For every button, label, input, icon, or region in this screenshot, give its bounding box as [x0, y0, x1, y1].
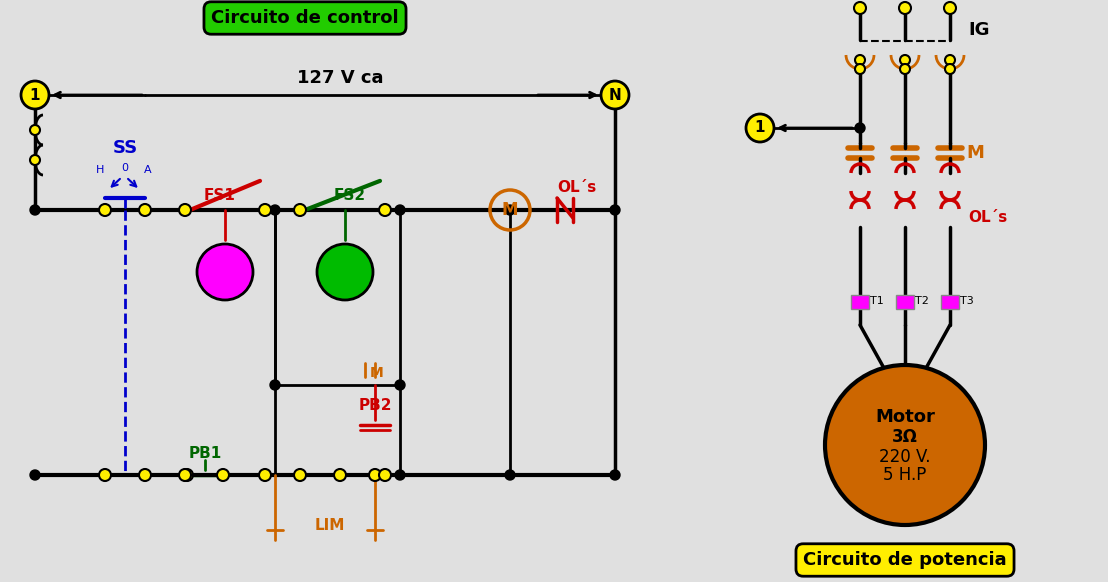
- Text: 1: 1: [30, 87, 40, 102]
- Circle shape: [259, 204, 271, 216]
- Circle shape: [900, 55, 910, 65]
- Circle shape: [30, 155, 40, 165]
- Text: OL´s: OL´s: [557, 180, 596, 196]
- Text: FS1: FS1: [204, 187, 236, 203]
- Circle shape: [945, 64, 955, 74]
- Circle shape: [270, 205, 280, 215]
- Text: FS2: FS2: [334, 187, 366, 203]
- Circle shape: [270, 380, 280, 390]
- Circle shape: [30, 470, 40, 480]
- Text: LIM: LIM: [315, 517, 346, 533]
- Circle shape: [259, 469, 271, 481]
- Circle shape: [294, 204, 306, 216]
- Circle shape: [181, 469, 193, 481]
- Text: Motor: Motor: [875, 408, 935, 426]
- Circle shape: [138, 204, 151, 216]
- Text: M: M: [966, 144, 984, 162]
- Text: PB2: PB2: [358, 398, 392, 413]
- Circle shape: [611, 470, 620, 480]
- Circle shape: [394, 205, 406, 215]
- Circle shape: [855, 55, 865, 65]
- Text: N: N: [608, 87, 622, 102]
- Circle shape: [179, 204, 191, 216]
- Bar: [896, 295, 914, 309]
- Text: SS: SS: [112, 139, 137, 157]
- Circle shape: [825, 365, 985, 525]
- Circle shape: [379, 204, 391, 216]
- Circle shape: [854, 2, 866, 14]
- Text: 1: 1: [755, 120, 766, 136]
- Text: M: M: [502, 201, 519, 219]
- Text: A: A: [144, 165, 152, 175]
- Circle shape: [334, 469, 346, 481]
- Circle shape: [30, 125, 40, 135]
- Circle shape: [505, 205, 515, 215]
- Text: Circuito de potencia: Circuito de potencia: [803, 551, 1007, 569]
- Circle shape: [30, 205, 40, 215]
- Circle shape: [394, 470, 406, 480]
- Text: T3: T3: [960, 296, 974, 306]
- Circle shape: [138, 469, 151, 481]
- Text: OL´s: OL´s: [968, 211, 1007, 225]
- Circle shape: [746, 114, 774, 142]
- Text: 0: 0: [122, 163, 129, 173]
- Text: 220 V.: 220 V.: [880, 448, 931, 466]
- Circle shape: [21, 81, 49, 109]
- Bar: [941, 295, 960, 309]
- Circle shape: [505, 470, 515, 480]
- Circle shape: [99, 204, 111, 216]
- Text: Circuito de control: Circuito de control: [212, 9, 399, 27]
- Circle shape: [855, 64, 865, 74]
- Text: 3Ω: 3Ω: [892, 428, 917, 446]
- Text: 5 H.P: 5 H.P: [883, 466, 926, 484]
- Circle shape: [601, 81, 629, 109]
- Bar: [851, 295, 869, 309]
- Circle shape: [611, 205, 620, 215]
- Text: H: H: [95, 165, 104, 175]
- Text: T1: T1: [870, 296, 884, 306]
- Circle shape: [944, 2, 956, 14]
- Circle shape: [197, 244, 253, 300]
- Circle shape: [99, 469, 111, 481]
- Text: M: M: [370, 366, 383, 380]
- Circle shape: [317, 244, 373, 300]
- Circle shape: [394, 380, 406, 390]
- Circle shape: [179, 469, 191, 481]
- Circle shape: [899, 2, 911, 14]
- Circle shape: [369, 469, 381, 481]
- Text: PB1: PB1: [188, 445, 222, 460]
- Text: IG: IG: [968, 21, 989, 39]
- Circle shape: [900, 64, 910, 74]
- Circle shape: [855, 123, 865, 133]
- Circle shape: [945, 55, 955, 65]
- Text: 127 V ca: 127 V ca: [297, 69, 383, 87]
- Circle shape: [217, 469, 229, 481]
- Circle shape: [379, 469, 391, 481]
- Circle shape: [294, 469, 306, 481]
- Text: T2: T2: [915, 296, 929, 306]
